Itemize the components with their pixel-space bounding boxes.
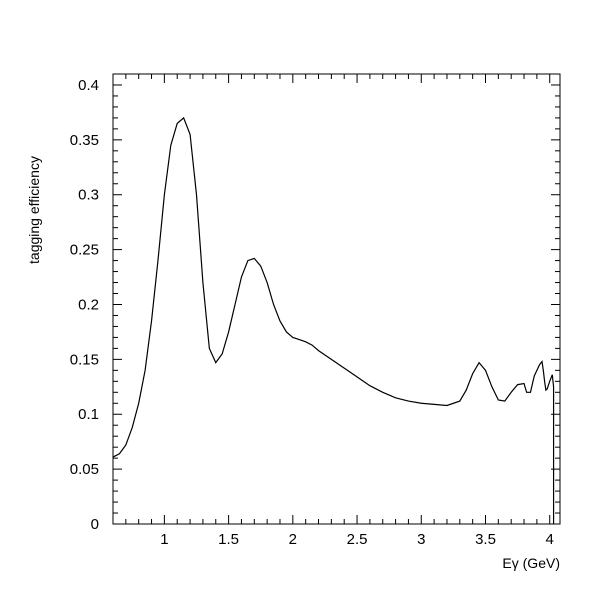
y-tick-label: 0.35: [70, 132, 99, 149]
series-line: [112, 116, 555, 524]
x-tick-label: 4: [546, 531, 554, 548]
x-axis-tick-labels: 1 1.5 2 2.5 3 3.5 4: [160, 531, 554, 548]
y-tick-label: 0.3: [78, 187, 99, 204]
y-tick-label: 0.15: [70, 351, 99, 368]
y-axis-ticks: [113, 73, 560, 525]
x-tick-label: 3.5: [475, 531, 496, 548]
x-tick-label: 1: [160, 531, 168, 548]
y-tick-label: 0: [91, 516, 99, 533]
y-tick-label: 0.1: [78, 406, 99, 423]
y-tick-label: 0.2: [78, 296, 99, 313]
y-tick-label: 0.4: [78, 77, 99, 94]
y-tick-label: 0.25: [70, 242, 99, 259]
x-axis-title: Eγ (GeV): [502, 555, 560, 571]
x-tick-label: 1.5: [218, 531, 239, 548]
x-tick-label: 2: [289, 531, 297, 548]
x-axis-ticks: [112, 74, 551, 524]
y-axis-title: tagging efficiency: [26, 156, 42, 264]
y-tick-label: 0.05: [70, 461, 99, 478]
x-tick-label: 2.5: [347, 531, 368, 548]
y-axis-tick-labels: 0 0.05 0.1 0.15 0.2 0.25 0.3 0.35 0.4: [70, 77, 99, 533]
plot-frame: [112, 73, 561, 525]
x-tick-label: 3: [417, 531, 425, 548]
